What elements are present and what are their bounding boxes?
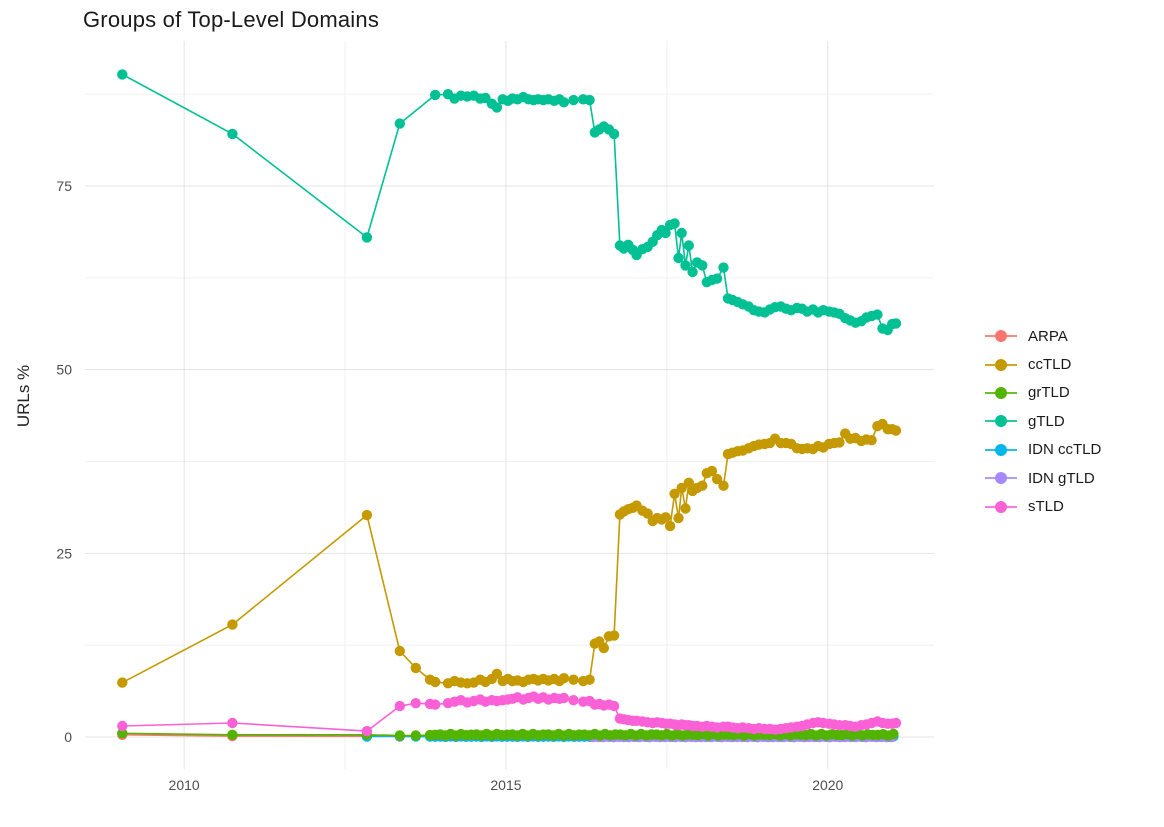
- minor-gridlines: [85, 41, 934, 769]
- legend-key-dot: [995, 472, 1007, 485]
- legend-key-icon: [985, 500, 1017, 513]
- legend-key-icon: [985, 472, 1017, 485]
- legend-item-IDN-gTLD: IDN gTLD: [985, 464, 1101, 492]
- legend-key-icon: [985, 386, 1017, 399]
- y-tick-label: 75: [56, 178, 72, 194]
- legend-item-gTLD: gTLD: [985, 407, 1101, 435]
- legend-item-ARPA: ARPA: [985, 322, 1101, 350]
- legend-key-dot: [995, 500, 1007, 513]
- legend-label: sTLD: [1028, 498, 1064, 516]
- legend-label: IDN ccTLD: [1028, 441, 1102, 459]
- series-ccTLD: [117, 418, 902, 689]
- legend-label: grTLD: [1028, 384, 1070, 402]
- x-tick-label: 2020: [812, 777, 843, 793]
- legend-item-grTLD: grTLD: [985, 379, 1101, 407]
- legend-key-dot: [995, 415, 1007, 428]
- y-tick-label: 25: [56, 545, 72, 561]
- x-axis-labels: 2010 2015 2020: [169, 777, 844, 793]
- legend-label: IDN gTLD: [1028, 469, 1095, 487]
- legend-label: ccTLD: [1028, 356, 1072, 374]
- legend: ARPA ccTLD grTLD gTLD IDN ccTLD IDN gTLD sTLD: [985, 322, 1101, 521]
- legend-label: ARPA: [1028, 327, 1068, 345]
- y-axis-title: URLs %: [14, 364, 33, 428]
- legend-item-IDN-ccTLD: IDN ccTLD: [985, 436, 1101, 464]
- y-tick-label: 0: [64, 729, 72, 745]
- x-tick-label: 2010: [169, 777, 200, 793]
- legend-key-dot: [995, 330, 1007, 343]
- legend-item-sTLD: sTLD: [985, 492, 1101, 520]
- x-tick-label: 2015: [490, 777, 521, 793]
- legend-key-icon: [985, 358, 1017, 371]
- legend-key-icon: [985, 415, 1017, 428]
- series-gTLD: [117, 69, 902, 336]
- legend-label: gTLD: [1028, 412, 1065, 430]
- series-sTLD: [117, 691, 902, 737]
- y-axis-labels: 0 25 50 75: [56, 178, 72, 745]
- y-tick-label: 50: [56, 362, 72, 378]
- legend-key-dot: [995, 386, 1007, 399]
- legend-key-icon: [985, 330, 1017, 343]
- major-gridlines: [85, 41, 934, 769]
- legend-key-dot: [995, 443, 1007, 456]
- chart-title: Groups of Top-Level Domains: [83, 7, 380, 32]
- legend-item-ccTLD: ccTLD: [985, 350, 1101, 378]
- legend-key-icon: [985, 443, 1017, 456]
- legend-key-dot: [995, 358, 1007, 371]
